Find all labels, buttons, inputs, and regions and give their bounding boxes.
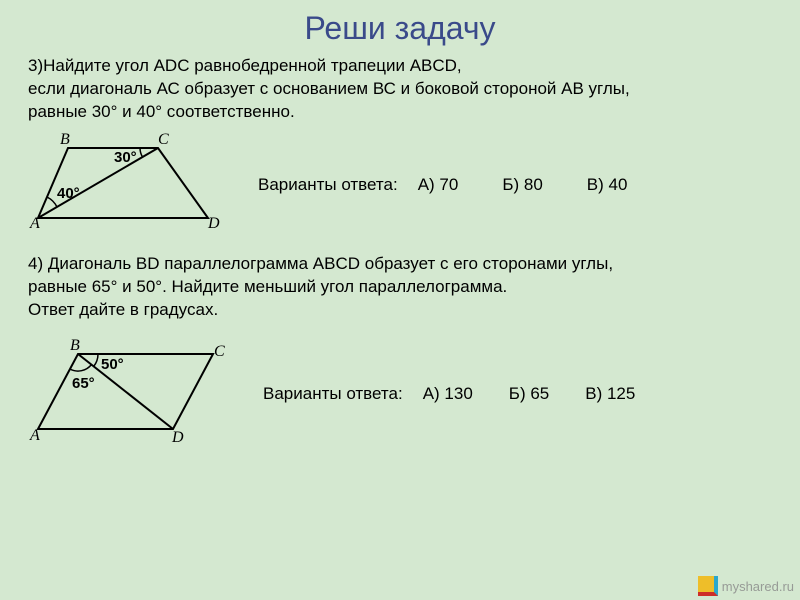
option-4a[interactable]: А) 130 <box>423 384 473 404</box>
vertex-A-label: A <box>29 215 40 232</box>
option-4b[interactable]: Б) 65 <box>509 384 549 404</box>
vertex-D2-label: D <box>171 429 184 446</box>
vertex-C-label: C <box>158 131 169 148</box>
option-3a[interactable]: А) 70 <box>418 175 459 195</box>
watermark-text: myshared.ru <box>722 579 794 594</box>
option-3c[interactable]: В) 40 <box>587 175 628 195</box>
angle-65-label: 65° <box>72 375 95 392</box>
vertex-A2-label: A <box>29 427 40 444</box>
watermark: myshared.ru <box>698 576 794 596</box>
problem-4-text: 4) Диагональ BD параллелограмма ABCD обр… <box>0 253 800 322</box>
vertex-B2-label: B <box>70 337 80 354</box>
answers-4: А) 130 Б) 65 В) 125 <box>423 384 636 404</box>
answers-label-4: Варианты ответа: <box>263 384 403 404</box>
problem-3-line1: 3)Найдите угол ADC равнобедренной трапец… <box>28 55 772 78</box>
figure-parallelogram: A B C D 50° 65° <box>28 334 233 454</box>
problem-3-line2: если диагональ АС образует с основанием … <box>28 78 772 101</box>
angle-40-label: 40° <box>57 185 80 202</box>
vertex-B-label: B <box>60 131 70 148</box>
problem-3-text: 3)Найдите угол ADC равнобедренной трапец… <box>0 55 800 124</box>
vertex-D-label: D <box>207 215 220 232</box>
option-3b[interactable]: Б) 80 <box>502 175 542 195</box>
problem-4-line1: 4) Диагональ BD параллелограмма ABCD обр… <box>28 253 772 276</box>
vertex-C2-label: C <box>214 343 225 360</box>
problem-3-line3: равные 30° и 40° соответственно. <box>28 101 772 124</box>
answers-3: А) 70 Б) 80 В) 40 <box>418 175 628 195</box>
option-4c[interactable]: В) 125 <box>585 384 635 404</box>
answers-label-3: Варианты ответа: <box>258 175 398 195</box>
problem-4-line3: Ответ дайте в градусах. <box>28 299 772 322</box>
figure-trapezoid: A B C D 30° 40° <box>28 128 228 243</box>
page-title: Реши задачу <box>0 0 800 55</box>
angle-30-label: 30° <box>114 149 137 166</box>
angle-50-label: 50° <box>101 356 124 373</box>
watermark-logo-icon <box>698 576 718 596</box>
problem-4-line2: равные 65° и 50°. Найдите меньший угол п… <box>28 276 772 299</box>
